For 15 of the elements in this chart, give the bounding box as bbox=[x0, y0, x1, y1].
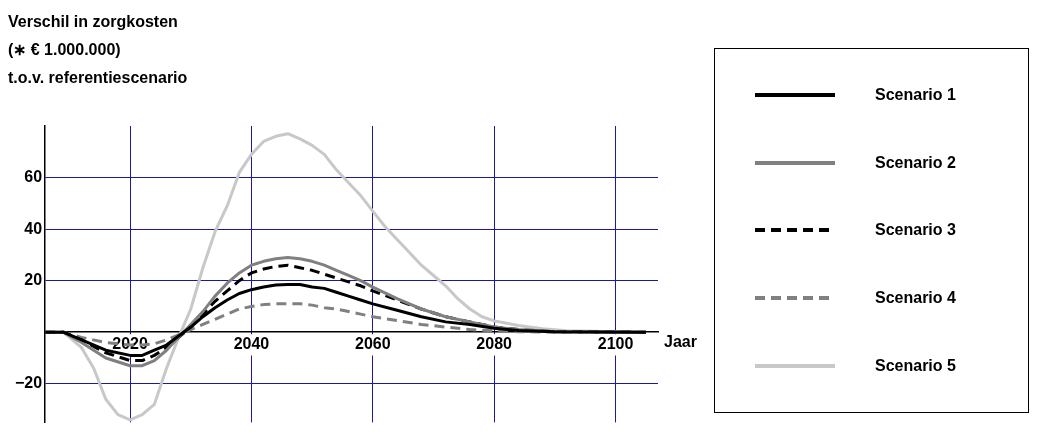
text: Scenario 5 bbox=[875, 357, 956, 376]
x-tick-label: 2080 bbox=[476, 335, 513, 353]
y-tick-label: −20 bbox=[15, 374, 43, 392]
x-tick-label: 2100 bbox=[597, 335, 634, 353]
text: Scenario 3 bbox=[875, 221, 956, 240]
x-tick-label: 2040 bbox=[233, 335, 270, 353]
y-axis-title: Verschil in zorgkosten (∗ € 1.000.000) t.o.v. referentiescenario bbox=[8, 12, 188, 88]
x-axis-title: Jaar bbox=[664, 332, 697, 350]
y-tick-label: 20 bbox=[24, 271, 43, 289]
y-tick-label: 40 bbox=[24, 219, 43, 237]
text: Scenario 1 bbox=[875, 85, 956, 104]
x-tick-label: 2060 bbox=[355, 335, 391, 353]
y-tick-label: 60 bbox=[24, 167, 43, 185]
text: Scenario 2 bbox=[875, 153, 956, 172]
text: Scenario 4 bbox=[875, 289, 956, 308]
